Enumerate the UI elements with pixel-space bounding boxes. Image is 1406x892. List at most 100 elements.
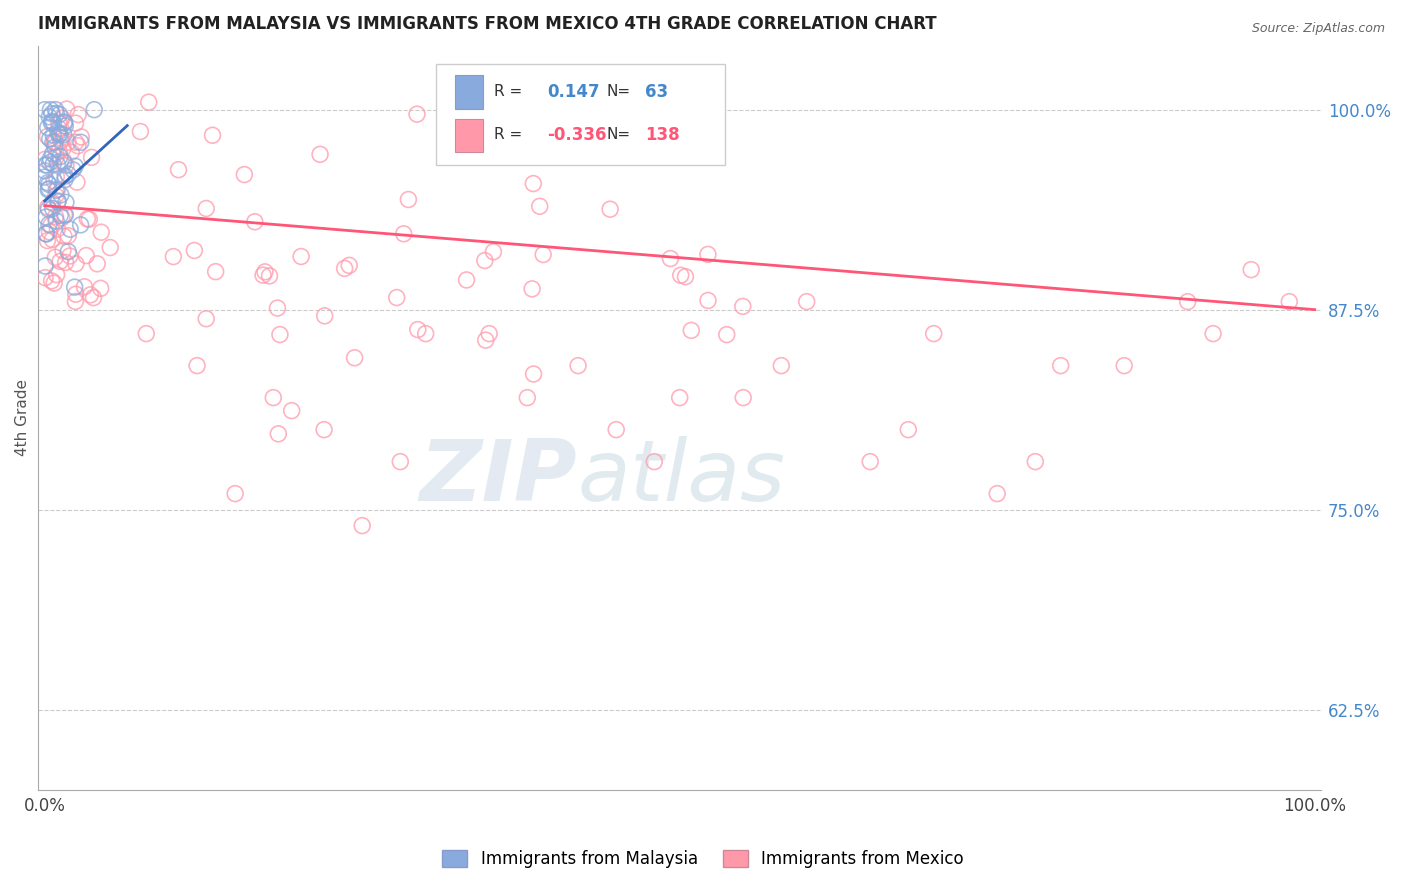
Point	[37, 129, 59, 144]
Point	[48, 121, 70, 136]
Point	[49, 254, 72, 268]
Point	[34, 158, 56, 172]
Point	[482, 244, 505, 259]
Point	[1240, 262, 1263, 277]
Point	[44, 210, 66, 224]
Point	[53, 208, 76, 222]
Point	[186, 359, 208, 373]
Point	[55, 158, 77, 172]
Point	[352, 518, 374, 533]
Point	[98, 241, 121, 255]
Point	[42, 135, 65, 149]
Text: 0.147: 0.147	[547, 83, 600, 101]
Point	[45, 106, 67, 120]
Text: -0.336: -0.336	[547, 126, 607, 144]
Point	[65, 135, 87, 149]
Point	[1278, 294, 1301, 309]
Point	[520, 282, 543, 296]
Point	[37, 202, 59, 216]
Point	[167, 162, 190, 177]
Point	[37, 200, 59, 214]
Point	[45, 214, 67, 228]
Point	[53, 172, 76, 186]
Point	[267, 426, 290, 441]
Point	[48, 116, 70, 130]
Point	[415, 326, 437, 341]
Point	[63, 159, 86, 173]
FancyBboxPatch shape	[436, 64, 724, 165]
Text: 138: 138	[645, 126, 679, 144]
Point	[770, 359, 793, 373]
Point	[70, 130, 93, 145]
Point	[34, 259, 56, 273]
Point	[314, 309, 336, 323]
Point	[44, 140, 66, 154]
Point	[627, 135, 650, 149]
Point	[86, 257, 108, 271]
Point	[62, 162, 84, 177]
Point	[46, 125, 69, 139]
Point	[46, 194, 69, 209]
Point	[731, 299, 754, 313]
Text: ZIP: ZIP	[419, 435, 576, 518]
Point	[456, 273, 478, 287]
Point	[204, 265, 226, 279]
Point	[733, 391, 755, 405]
Point	[46, 194, 69, 208]
Point	[51, 211, 73, 225]
Point	[44, 276, 66, 290]
Point	[41, 116, 63, 130]
Point	[46, 157, 69, 171]
Point	[60, 145, 83, 160]
Point	[44, 135, 66, 149]
Point	[45, 183, 67, 197]
Point	[859, 455, 882, 469]
Point	[183, 244, 205, 258]
Point	[58, 228, 80, 243]
Point	[55, 255, 77, 269]
Point	[38, 225, 60, 239]
Point	[269, 327, 291, 342]
Point	[56, 167, 79, 181]
Point	[252, 268, 274, 282]
Point	[343, 351, 366, 365]
Point	[309, 147, 332, 161]
Point	[314, 423, 336, 437]
Point	[37, 120, 59, 135]
Point	[80, 150, 103, 164]
Point	[51, 111, 73, 125]
Text: IMMIGRANTS FROM MALAYSIA VS IMMIGRANTS FROM MEXICO 4TH GRADE CORRELATION CHART: IMMIGRANTS FROM MALAYSIA VS IMMIGRANTS F…	[38, 15, 936, 33]
Point	[53, 119, 76, 133]
Point	[37, 183, 59, 197]
Point	[52, 153, 75, 168]
Point	[42, 157, 65, 171]
Point	[49, 134, 72, 148]
Point	[195, 311, 218, 326]
Text: Source: ZipAtlas.com: Source: ZipAtlas.com	[1251, 22, 1385, 36]
Point	[35, 210, 58, 224]
Point	[42, 115, 65, 129]
Point	[59, 222, 82, 236]
Point	[41, 274, 63, 288]
Point	[58, 244, 80, 259]
Point	[333, 261, 356, 276]
Y-axis label: 4th Grade: 4th Grade	[15, 379, 30, 456]
Point	[37, 176, 59, 190]
Point	[65, 257, 87, 271]
Point	[659, 252, 682, 266]
Text: R =: R =	[494, 84, 522, 99]
Point	[138, 95, 160, 110]
Point	[42, 128, 65, 142]
Point	[44, 250, 66, 264]
Point	[396, 193, 419, 207]
Point	[1049, 359, 1071, 373]
Point	[38, 217, 60, 231]
Point	[90, 225, 112, 239]
Point	[69, 218, 91, 232]
Point	[697, 247, 720, 261]
Point	[262, 391, 284, 405]
Point	[77, 212, 100, 227]
Text: atlas: atlas	[576, 435, 785, 518]
Point	[681, 323, 703, 337]
Point	[46, 182, 69, 196]
